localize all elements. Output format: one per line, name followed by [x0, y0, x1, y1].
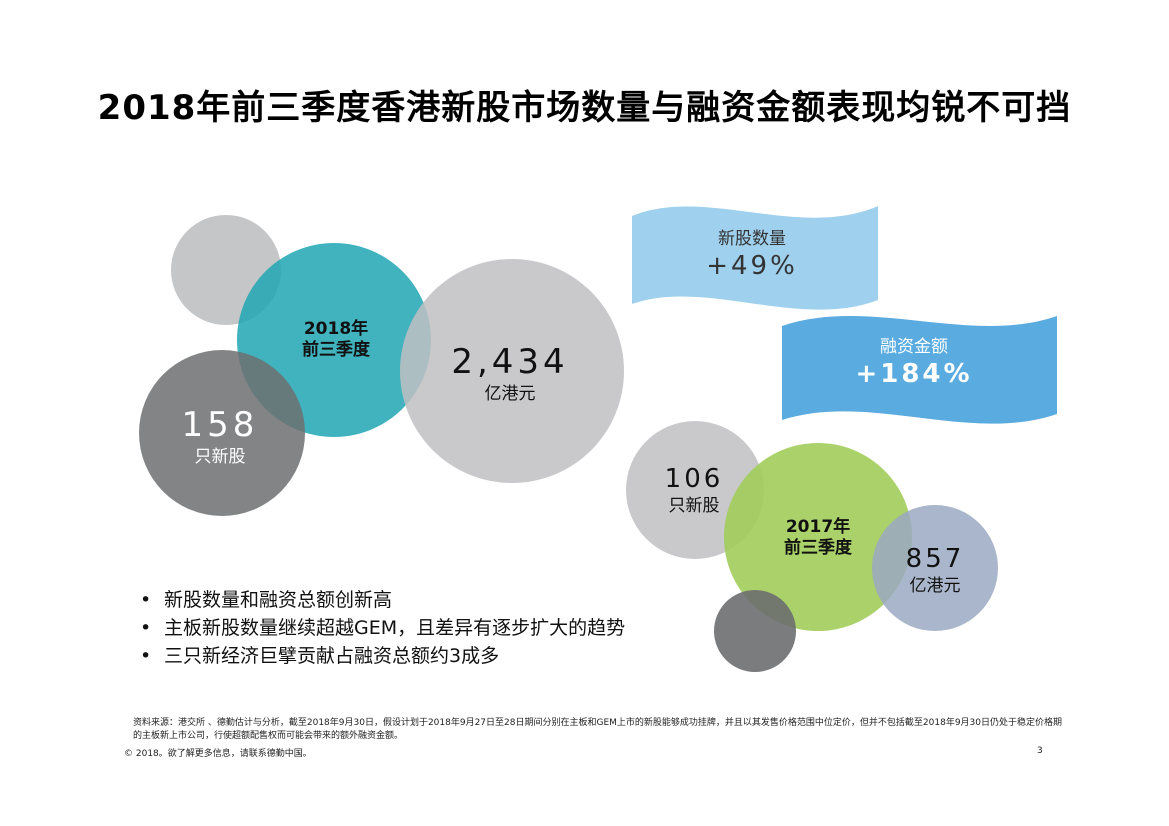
label-banner-funds: 融资金额 +184%: [855, 337, 972, 391]
copyright-notice: © 2018。欲了解更多信息，请联系德勤中国。: [124, 749, 312, 759]
bubble-2017-funds: [872, 505, 998, 631]
key-points-list: 新股数量和融资总额创新高 主板新股数量继续超越GEM，且差异有逐步扩大的趋势 三…: [140, 586, 625, 670]
banner-count-title: 新股数量: [717, 229, 786, 250]
banner-funds: [782, 316, 1057, 424]
value-2018-count: 158: [181, 405, 259, 446]
bubble-2017-period: [724, 443, 912, 631]
value-2018-funds: 2,434: [451, 342, 569, 383]
source-footnote: 资料来源：港交所 、德勤估计与分析，截至2018年9月30日，假设计划于2018…: [133, 718, 1062, 741]
key-point: 三只新经济巨擘贡献占融资总额约3成多: [140, 642, 625, 670]
value-2017-count: 106: [664, 464, 724, 495]
banner-funds-value: +184%: [855, 359, 973, 390]
unit-2017-funds: 亿港元: [909, 575, 961, 596]
label-2017-funds: 857 亿港元: [906, 543, 965, 597]
label-2018-funds: 2,434 亿港元: [451, 341, 568, 405]
unit-2018-count: 只新股: [194, 446, 246, 467]
key-point: 新股数量和融资总额创新高: [140, 586, 625, 614]
label-banner-count: 新股数量 +49%: [706, 229, 798, 283]
label-2017-period: 2017年 前三季度: [784, 517, 852, 560]
bubble-2017-small-dark: [714, 590, 796, 672]
unit-2018-funds: 亿港元: [484, 383, 536, 404]
bubble-2018-funds: [400, 259, 624, 483]
unit-2017-count: 只新股: [668, 495, 720, 516]
label-2018-count: 158 只新股: [182, 404, 259, 468]
label-2017-year: 2017年: [785, 516, 851, 537]
label-2017-quarter: 前三季度: [784, 538, 852, 558]
banner-count-value: +49%: [706, 251, 798, 282]
banner-ipo-count: [632, 206, 878, 310]
value-2017-funds: 857: [905, 544, 965, 575]
page-number: 3: [1037, 746, 1043, 756]
label-2018-period: 2018年 前三季度: [302, 319, 370, 362]
label-2018-year: 2018年: [303, 318, 369, 339]
label-2017-count: 106 只新股: [665, 463, 724, 517]
banner-funds-title: 融资金额: [879, 337, 948, 358]
page-title: 2018年前三季度香港新股市场数量与融资金额表现均锐不可挡: [97, 88, 1072, 128]
bubble-2018-count: [139, 350, 305, 516]
key-point: 主板新股数量继续超越GEM，且差异有逐步扩大的趋势: [140, 614, 625, 642]
label-2018-quarter: 前三季度: [302, 340, 370, 360]
